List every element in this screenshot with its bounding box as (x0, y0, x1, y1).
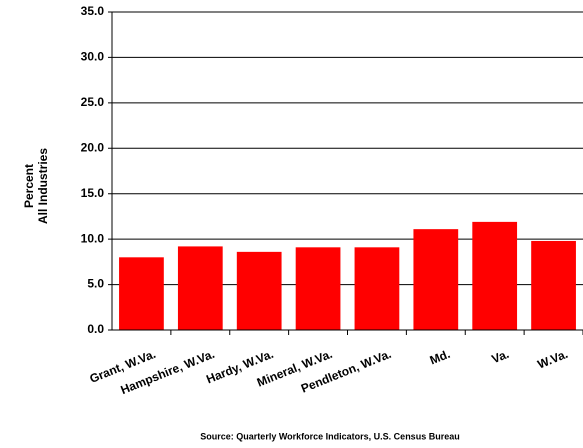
bar (354, 247, 400, 330)
y-tick-label: 30.0 (81, 50, 105, 64)
x-tick-label: Md. (428, 347, 452, 368)
y-tick-label: 20.0 (81, 140, 105, 154)
y-tick-label: 10.0 (81, 231, 105, 245)
bar (531, 240, 576, 330)
y-axis-label-line2: All Industries (36, 148, 50, 224)
source-note: Source: Quarterly Workforce Indicators, … (200, 431, 459, 441)
y-tick-label: 35.0 (81, 4, 105, 18)
bar (119, 257, 164, 330)
y-tick-label: 25.0 (81, 95, 105, 109)
bar (236, 251, 282, 330)
bar (295, 247, 341, 330)
bar (177, 246, 223, 330)
bar (472, 221, 518, 330)
x-tick-label: W.Va. (536, 347, 570, 372)
bar (413, 229, 459, 330)
y-tick-label: 5.0 (87, 277, 104, 291)
y-tick-label: 0.0 (87, 322, 104, 336)
y-axis-label-line1: Percent (22, 164, 36, 208)
x-tick-label: Va. (490, 347, 511, 366)
y-tick-label: 15.0 (81, 186, 105, 200)
